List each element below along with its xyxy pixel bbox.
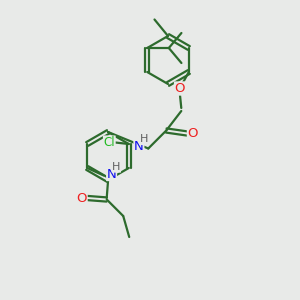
Text: O: O [76,191,87,205]
Text: N: N [134,140,144,154]
Text: O: O [188,127,198,140]
Text: N: N [107,167,116,181]
Text: H: H [140,134,148,145]
Text: H: H [112,162,121,172]
Text: Cl: Cl [103,136,115,149]
Text: O: O [175,82,185,95]
